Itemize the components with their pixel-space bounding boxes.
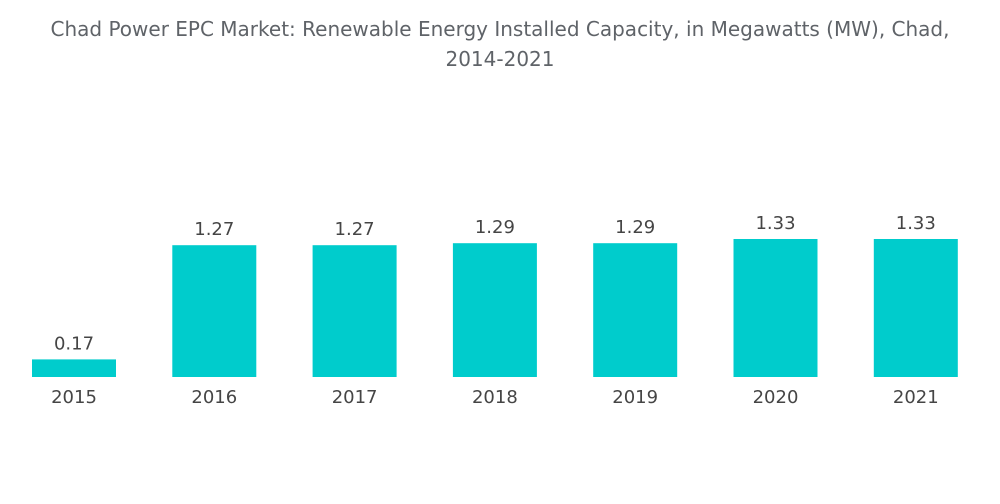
x-tick-label-2021: 2021 bbox=[893, 387, 939, 408]
data-label-2020: 1.33 bbox=[755, 213, 795, 234]
x-tick-label-2020: 2020 bbox=[753, 387, 799, 408]
bar-2017 bbox=[312, 245, 397, 377]
x-tick-label-2016: 2016 bbox=[191, 387, 237, 408]
x-tick-label-2017: 2017 bbox=[332, 387, 378, 408]
bar-2015 bbox=[32, 359, 116, 377]
x-tick-label-2018: 2018 bbox=[472, 387, 518, 408]
chart-title: Chad Power EPC Market: Renewable Energy … bbox=[0, 14, 1000, 74]
bar-2016 bbox=[172, 245, 257, 377]
chart-title-line-2: 2014-2021 bbox=[445, 47, 555, 71]
bar-2021 bbox=[873, 239, 958, 377]
x-tick-label-2015: 2015 bbox=[51, 387, 97, 408]
data-label-2019: 1.29 bbox=[615, 217, 655, 238]
data-label-2016: 1.27 bbox=[194, 219, 234, 240]
bar-2019 bbox=[593, 243, 678, 377]
data-label-2017: 1.27 bbox=[335, 219, 375, 240]
bar-2018 bbox=[452, 243, 537, 377]
bar-2020 bbox=[733, 239, 818, 377]
chart-title-line-1: Chad Power EPC Market: Renewable Energy … bbox=[50, 17, 950, 41]
x-tick-label-2019: 2019 bbox=[612, 387, 658, 408]
data-label-2021: 1.33 bbox=[896, 213, 936, 234]
data-label-2018: 1.29 bbox=[475, 217, 515, 238]
data-label-2015: 0.17 bbox=[54, 333, 94, 354]
